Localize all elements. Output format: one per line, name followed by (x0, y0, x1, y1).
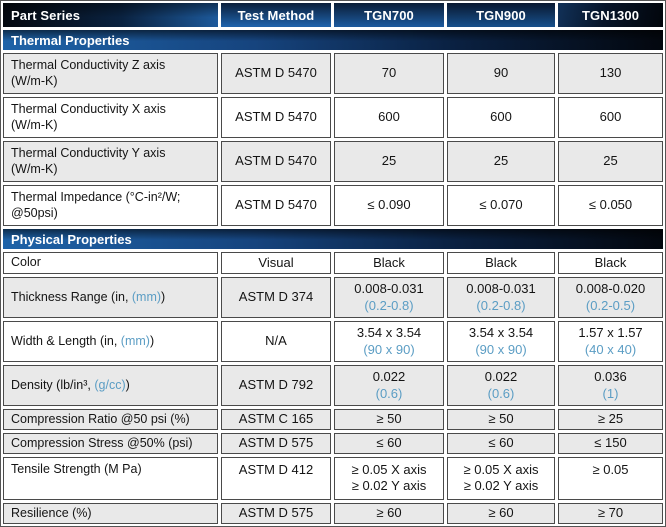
test-method-density: ASTM D 792 (221, 365, 331, 406)
value-tgn900-tensile-strength: ≥ 0.05 X axis ≥ 0.02 Y axis (447, 457, 555, 500)
value-tgn900-width-length: 3.54 x 3.54 (90 x 90) (447, 321, 555, 362)
test-method-thermal-conductivity-y: ASTM D 5470 (221, 141, 331, 182)
label-thermal-conductivity-y: Thermal Conductivity Y axis (W/m-K) (3, 141, 218, 182)
value-tgn700-thickness-range: 0.008-0.031 (0.2-0.8) (334, 277, 444, 318)
test-method-resilience: ASTM D 575 (221, 503, 331, 524)
value-tgn900-thermal-conductivity-x: 600 (447, 97, 555, 138)
value-tgn700-resilience: ≥ 60 (334, 503, 444, 524)
value-tgn1300-thermal-impedance: ≤ 0.050 (558, 185, 663, 226)
column-header-tgn1300: TGN1300 (558, 3, 663, 27)
value-tgn700-width-length: 3.54 x 3.54 (90 x 90) (334, 321, 444, 362)
value-tgn700-thermal-conductivity-x: 600 (334, 97, 444, 138)
test-method-thermal-impedance: ASTM D 5470 (221, 185, 331, 226)
label-width-length: Width & Length (in, (mm)) (3, 321, 218, 362)
test-method-compression-stress: ASTM D 575 (221, 433, 331, 454)
label-compression-stress: Compression Stress @50% (psi) (3, 433, 218, 454)
value-tgn900-compression-stress: ≤ 60 (447, 433, 555, 454)
label-density: Density (lb/in³, (g/cc)) (3, 365, 218, 406)
test-method-compression-ratio: ASTM C 165 (221, 409, 331, 430)
test-method-width-length: N/A (221, 321, 331, 362)
value-tgn900-thermal-conductivity-z: 90 (447, 53, 555, 94)
column-header-part-series: Part Series (3, 3, 218, 27)
test-method-color: Visual (221, 252, 331, 274)
value-tgn700-thermal-conductivity-y: 25 (334, 141, 444, 182)
label-color: Color (3, 252, 218, 274)
value-tgn700-tensile-strength: ≥ 0.05 X axis ≥ 0.02 Y axis (334, 457, 444, 500)
value-tgn900-thickness-range: 0.008-0.031 (0.2-0.8) (447, 277, 555, 318)
test-method-tensile-strength: ASTM D 412 (221, 457, 331, 500)
section-header-physical-properties: Physical Properties (3, 229, 663, 249)
value-tgn1300-tensile-strength: ≥ 0.05 (558, 457, 663, 500)
value-tgn700-thermal-conductivity-z: 70 (334, 53, 444, 94)
value-tgn1300-thickness-range: 0.008-0.020 (0.2-0.5) (558, 277, 663, 318)
value-tgn700-density: 0.022 (0.6) (334, 365, 444, 406)
test-method-thickness-range: ASTM D 374 (221, 277, 331, 318)
label-thermal-impedance: Thermal Impedance (°C-in²/W; @50psi) (3, 185, 218, 226)
value-tgn1300-compression-stress: ≤ 150 (558, 433, 663, 454)
label-thickness-range: Thickness Range (in, (mm)) (3, 277, 218, 318)
test-method-thermal-conductivity-x: ASTM D 5470 (221, 97, 331, 138)
label-thermal-conductivity-x: Thermal Conductivity X axis (W/m-K) (3, 97, 218, 138)
value-tgn1300-color: Black (558, 252, 663, 274)
test-method-thermal-conductivity-z: ASTM D 5470 (221, 53, 331, 94)
value-tgn900-thermal-impedance: ≤ 0.070 (447, 185, 555, 226)
column-header-test-method: Test Method (221, 3, 331, 27)
label-tensile-strength: Tensile Strength (M Pa) (3, 457, 218, 500)
column-header-tgn900: TGN900 (447, 3, 555, 27)
value-tgn1300-thermal-conductivity-x: 600 (558, 97, 663, 138)
value-tgn700-compression-ratio: ≥ 50 (334, 409, 444, 430)
column-header-tgn700: TGN700 (334, 3, 444, 27)
value-tgn1300-width-length: 1.57 x 1.57 (40 x 40) (558, 321, 663, 362)
value-tgn1300-thermal-conductivity-y: 25 (558, 141, 663, 182)
value-tgn900-color: Black (447, 252, 555, 274)
value-tgn700-color: Black (334, 252, 444, 274)
value-tgn1300-compression-ratio: ≥ 25 (558, 409, 663, 430)
label-thermal-conductivity-z: Thermal Conductivity Z axis (W/m-K) (3, 53, 218, 94)
value-tgn1300-density: 0.036 (1) (558, 365, 663, 406)
value-tgn900-density: 0.022 (0.6) (447, 365, 555, 406)
value-tgn700-compression-stress: ≤ 60 (334, 433, 444, 454)
value-tgn700-thermal-impedance: ≤ 0.090 (334, 185, 444, 226)
label-compression-ratio: Compression Ratio @50 psi (%) (3, 409, 218, 430)
value-tgn900-thermal-conductivity-y: 25 (447, 141, 555, 182)
section-header-thermal-properties: Thermal Properties (3, 30, 663, 50)
value-tgn900-compression-ratio: ≥ 50 (447, 409, 555, 430)
value-tgn1300-thermal-conductivity-z: 130 (558, 53, 663, 94)
